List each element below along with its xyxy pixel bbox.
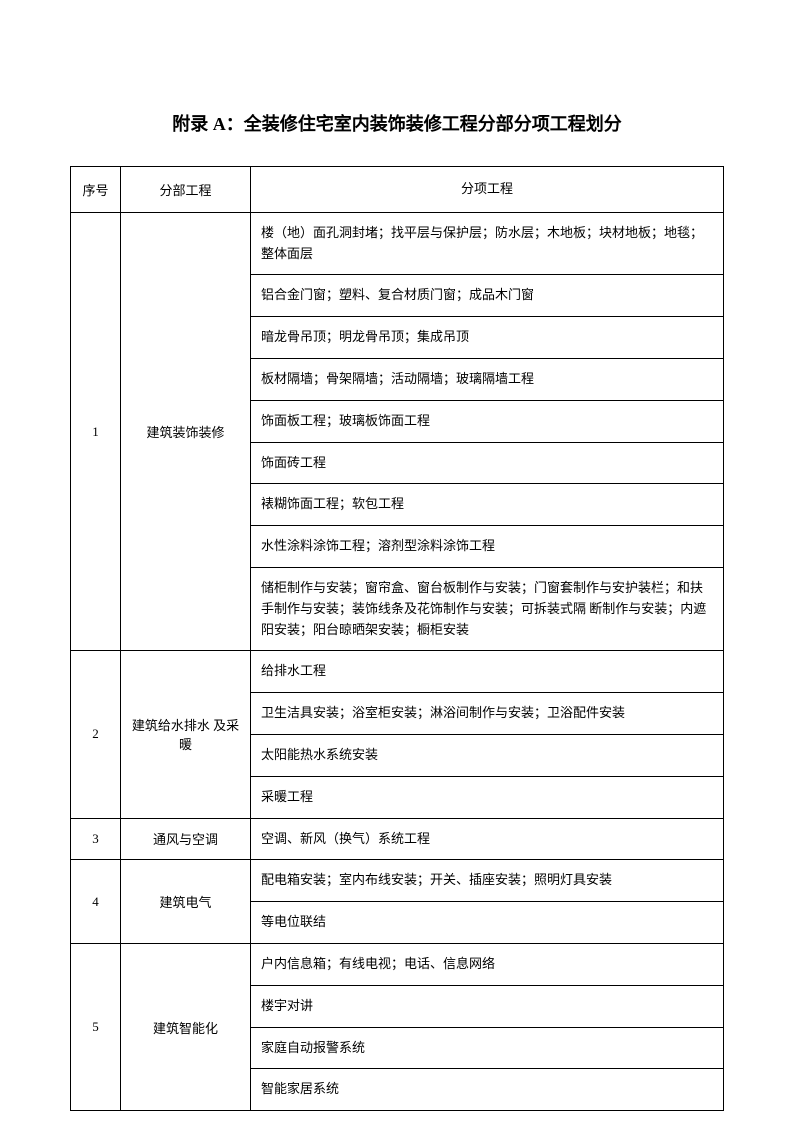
table-row: 4建筑电气配电箱安装；室内布线安装；开关、插座安装；照明灯具安装 [71,860,724,902]
cell-item: 楼宇对讲 [251,985,724,1027]
cell-item: 采暖工程 [251,776,724,818]
header-seq: 序号 [71,167,121,213]
cell-item: 家庭自动报警系统 [251,1027,724,1069]
table-row: 5建筑智能化户内信息箱；有线电视；电话、信息网络 [71,943,724,985]
cell-item: 铝合金门窗；塑料、复合材质门窗；成品木门窗 [251,275,724,317]
cell-item: 户内信息箱；有线电视；电话、信息网络 [251,943,724,985]
table-header-row: 序号 分部工程 分项工程 [71,167,724,213]
cell-item: 饰面砖工程 [251,442,724,484]
cell-item: 太阳能热水系统安装 [251,734,724,776]
cell-item: 给排水工程 [251,651,724,693]
cell-seq: 2 [71,651,121,818]
cell-item: 卫生洁具安装；浴室柜安装；淋浴间制作与安装；卫浴配件安装 [251,693,724,735]
header-item: 分项工程 [251,167,724,213]
cell-section: 通风与空调 [121,818,251,860]
cell-seq: 5 [71,943,121,1110]
header-section: 分部工程 [121,167,251,213]
cell-section: 建筑电气 [121,860,251,944]
cell-item: 等电位联结 [251,902,724,944]
cell-section: 建筑智能化 [121,943,251,1110]
classification-table: 序号 分部工程 分项工程 1建筑装饰装修楼（地）面孔洞封堵；找平层与保护层；防水… [70,166,724,1111]
cell-seq: 1 [71,212,121,651]
cell-item: 裱糊饰面工程；软包工程 [251,484,724,526]
cell-section: 建筑给水排水 及采暖 [121,651,251,818]
table-row: 2建筑给水排水 及采暖给排水工程 [71,651,724,693]
cell-seq: 4 [71,860,121,944]
cell-item: 楼（地）面孔洞封堵；找平层与保护层；防水层；木地板；块材地板；地毯； 整体面层 [251,212,724,275]
cell-seq: 3 [71,818,121,860]
cell-item: 水性涂料涂饰工程；溶剂型涂料涂饰工程 [251,526,724,568]
cell-item: 智能家居系统 [251,1069,724,1111]
page-title: 附录 A：全装修住宅室内装饰装修工程分部分项工程划分 [70,110,724,136]
cell-section: 建筑装饰装修 [121,212,251,651]
cell-item: 暗龙骨吊顶；明龙骨吊顶；集成吊顶 [251,317,724,359]
cell-item: 空调、新风（换气）系统工程 [251,818,724,860]
cell-item: 储柜制作与安装；窗帘盒、窗台板制作与安装；门窗套制作与安护装栏；和扶手制作与安装… [251,567,724,650]
table-row: 3通风与空调空调、新风（换气）系统工程 [71,818,724,860]
cell-item: 板材隔墙；骨架隔墙；活动隔墙；玻璃隔墙工程 [251,358,724,400]
cell-item: 饰面板工程；玻璃板饰面工程 [251,400,724,442]
cell-item: 配电箱安装；室内布线安装；开关、插座安装；照明灯具安装 [251,860,724,902]
table-row: 1建筑装饰装修楼（地）面孔洞封堵；找平层与保护层；防水层；木地板；块材地板；地毯… [71,212,724,275]
